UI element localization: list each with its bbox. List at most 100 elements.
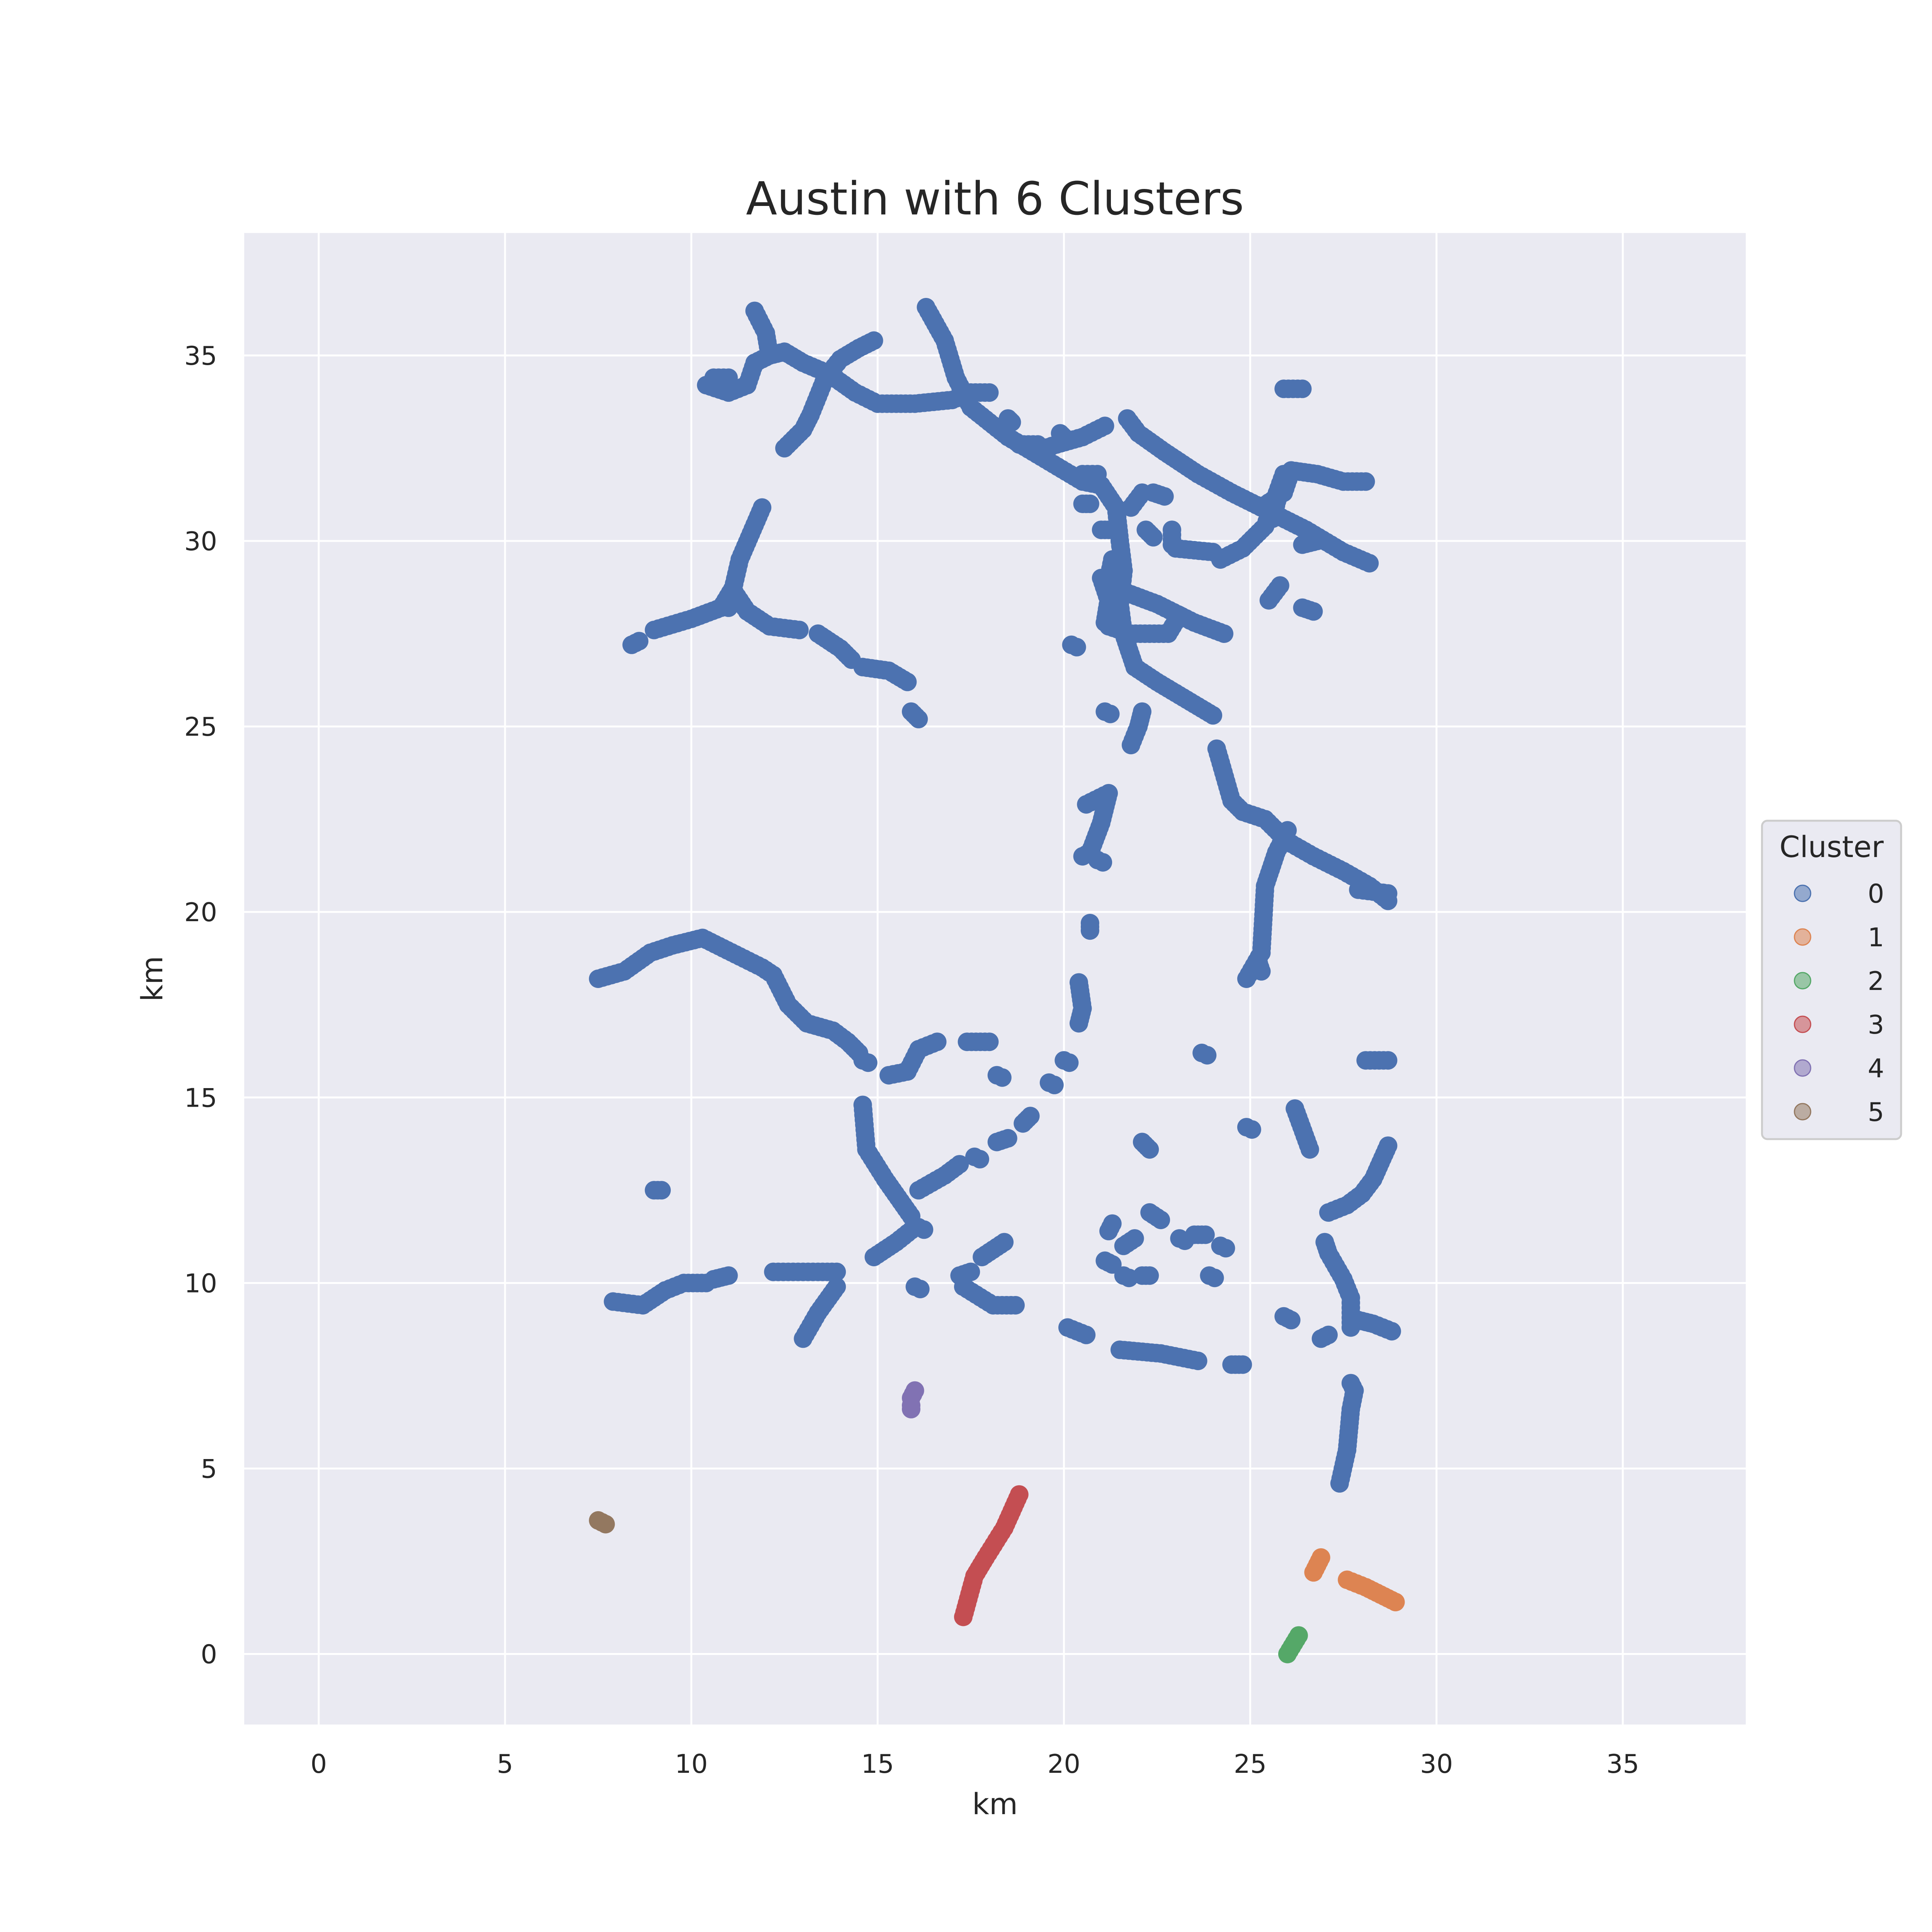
data-point (1155, 487, 1174, 506)
x-axis-label: km (972, 1787, 1018, 1821)
data-point (1067, 638, 1086, 656)
y-tick-label: 15 (184, 1083, 217, 1113)
data-point (909, 709, 928, 728)
data-point (652, 1181, 671, 1200)
data-point (1095, 417, 1114, 435)
data-point (1300, 1140, 1319, 1159)
legend-marker (1794, 928, 1811, 946)
data-point (596, 1515, 615, 1534)
y-tick-label: 30 (184, 526, 217, 556)
data-point (630, 632, 649, 651)
series-0-points (589, 298, 1401, 1493)
legend-marker (1794, 972, 1811, 990)
data-point (1278, 821, 1297, 840)
data-point (1163, 535, 1181, 554)
data-point (1356, 472, 1375, 491)
data-point (1386, 1593, 1405, 1612)
series-4-points (902, 1381, 924, 1418)
data-point (1080, 914, 1099, 932)
data-point (790, 621, 809, 639)
legend-marker (1794, 1059, 1811, 1077)
y-tick-label: 10 (184, 1268, 217, 1298)
data-point (1196, 1225, 1215, 1244)
data-point (1382, 1322, 1401, 1341)
plot-area (244, 233, 1746, 1725)
x-tick-label: 0 (311, 1749, 327, 1779)
legend-item-2: 2 (1794, 966, 1884, 996)
data-point (1125, 1229, 1144, 1248)
data-point (1073, 847, 1092, 866)
data-point (1144, 528, 1163, 547)
data-point (1216, 1239, 1235, 1258)
series-2-points (1278, 1626, 1308, 1663)
x-tick-label: 20 (1048, 1749, 1080, 1779)
data-point (928, 1032, 947, 1051)
data-point (1094, 853, 1112, 872)
data-point (864, 331, 883, 350)
data-point (1252, 962, 1271, 981)
y-axis-label: km (135, 956, 169, 1002)
data-point (1002, 413, 1021, 432)
data-point (993, 1068, 1012, 1087)
data-point (1140, 1266, 1159, 1285)
data-point (1060, 1053, 1079, 1072)
y-tick-label: 25 (184, 712, 217, 742)
legend-label: 4 (1868, 1053, 1884, 1083)
data-point (1270, 576, 1289, 595)
x-tick-label: 35 (1606, 1749, 1639, 1779)
legend-label: 2 (1868, 966, 1884, 996)
data-point (1080, 494, 1099, 513)
data-point (971, 1150, 989, 1168)
x-tick-label: 15 (861, 1749, 894, 1779)
legend-item-3: 3 (1794, 1010, 1884, 1040)
legend: Cluster 0 1 2 3 4 5 (1761, 820, 1902, 1140)
data-point (1242, 1120, 1261, 1139)
data-point (1319, 1325, 1338, 1344)
legend-box (1761, 820, 1902, 1140)
grid-lines (244, 233, 1746, 1725)
data-point (1133, 483, 1151, 502)
data-point (1189, 1352, 1208, 1370)
data-point (859, 1053, 878, 1072)
data-point (1070, 973, 1088, 992)
y-tick-label: 20 (184, 897, 217, 927)
legend-marker (1794, 1015, 1811, 1033)
data-point (998, 1129, 1017, 1148)
data-point (719, 368, 738, 387)
data-point (1021, 1107, 1040, 1126)
data-point (1204, 543, 1223, 561)
data-point (1205, 1269, 1224, 1287)
data-point (1379, 884, 1398, 903)
data-point (1088, 465, 1107, 484)
data-point (1341, 1374, 1360, 1393)
series-5-points (589, 1511, 615, 1534)
data-point (1282, 1311, 1301, 1330)
data-point (1215, 624, 1233, 643)
data-point (1319, 1203, 1338, 1222)
legend-label: 5 (1868, 1097, 1884, 1127)
x-tick-label: 5 (497, 1749, 514, 1779)
data-point (1045, 1075, 1064, 1094)
x-tick-label: 30 (1420, 1749, 1453, 1779)
data-point (1103, 1214, 1122, 1233)
legend-item-0: 0 (1794, 879, 1884, 909)
data-point (753, 498, 772, 517)
x-tick-label: 10 (675, 1749, 707, 1779)
data-point (1304, 602, 1323, 621)
data-point (1293, 379, 1312, 398)
series-3-points (954, 1485, 1029, 1626)
data-point (1103, 550, 1122, 569)
data-point (1101, 704, 1120, 723)
data-point (980, 1032, 999, 1051)
data-point (950, 1155, 969, 1174)
data-point (898, 672, 917, 691)
legend-item-4: 4 (1794, 1053, 1884, 1083)
data-points (589, 298, 1405, 1663)
data-point (1308, 532, 1327, 550)
data-point (827, 1262, 846, 1281)
data-point (1054, 428, 1073, 447)
data-point (1006, 1296, 1025, 1315)
legend-label: 0 (1868, 879, 1884, 909)
chart-title: Austin with 6 Clusters (746, 172, 1244, 225)
data-point (1095, 613, 1114, 632)
